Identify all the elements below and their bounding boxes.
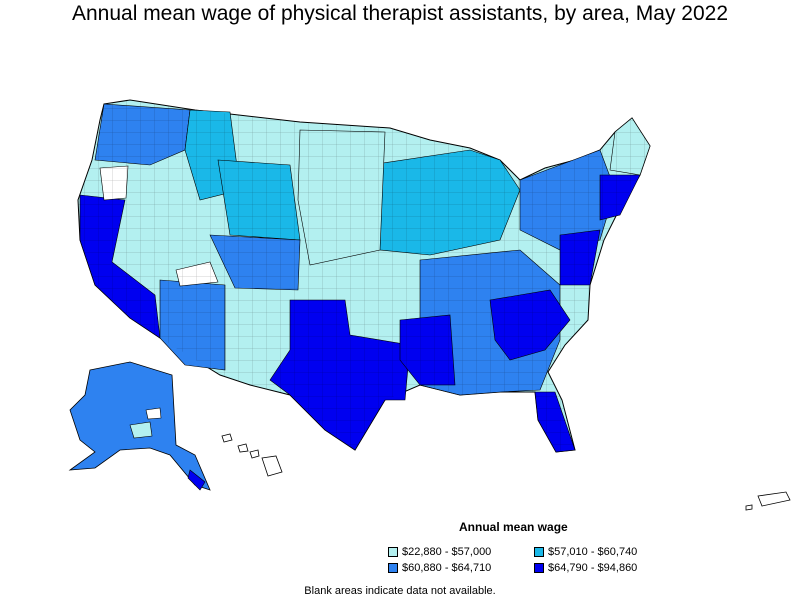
hawaii-island-3 (249, 449, 260, 459)
puerto-rico-shape (757, 491, 791, 507)
legend-item-2: $57,010 - $60,740 (534, 546, 637, 558)
puerto-rico (745, 491, 791, 511)
legend-label-2: $57,010 - $60,740 (548, 546, 638, 558)
legend-label-1: $22,880 - $57,000 (402, 546, 492, 558)
legend-label-3: $60,880 - $64,710 (402, 562, 492, 574)
hawaii-island-4 (261, 455, 283, 477)
no-data-note: Blank areas indicate data not available. (304, 585, 496, 597)
contiguous-us (77, 99, 651, 453)
hawaii-island-2 (237, 443, 249, 453)
legend-title: Annual mean wage (459, 520, 568, 534)
hawaii (221, 433, 283, 477)
hawaii-island-1 (221, 433, 233, 443)
legend-swatch-2 (534, 547, 544, 557)
legend-label-4: $64,790 - $94,860 (548, 562, 638, 574)
alaska (68, 361, 211, 491)
legend-swatch-4 (534, 563, 544, 573)
alaska-no-data (145, 407, 162, 420)
legend-swatch-1 (388, 547, 398, 557)
legend-item-4: $64,790 - $94,860 (534, 562, 637, 574)
legend-item-1: $22,880 - $57,000 (388, 546, 491, 558)
map-title: Annual mean wage of physical therapist a… (71, 2, 729, 25)
territory-islet (745, 504, 753, 511)
alaska-panhandle-high (187, 469, 206, 491)
alaska-light-area (129, 421, 153, 439)
legend-item-3: $60,880 - $64,710 (388, 562, 491, 574)
legend-swatch-3 (388, 563, 398, 573)
